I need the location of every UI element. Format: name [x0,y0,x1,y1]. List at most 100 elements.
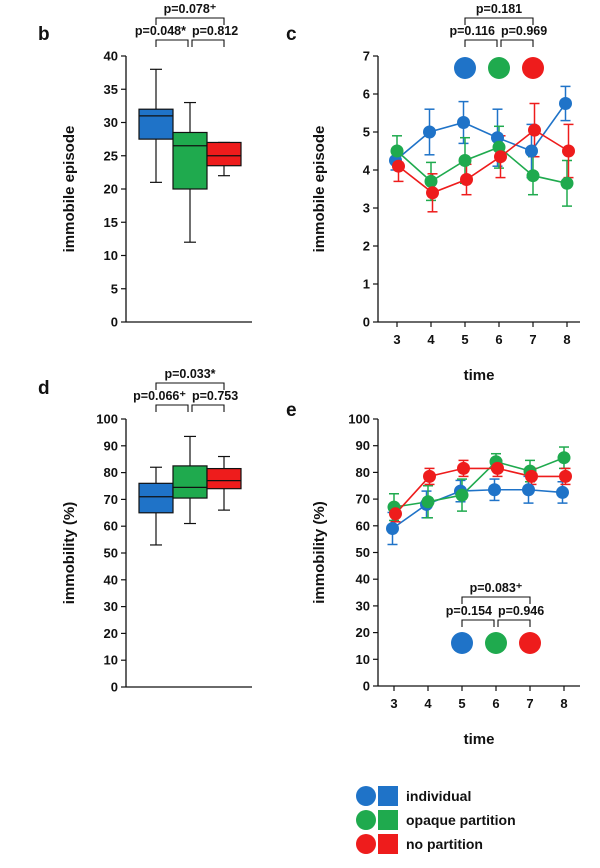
e-y-tick-label: 30 [356,598,370,613]
e-x-tick-label: 8 [560,696,567,711]
box-individual [138,108,174,140]
c-x-tick-label: 6 [495,332,502,347]
d-y-tick-label: 0 [111,680,118,695]
data-point-opaque [424,174,438,188]
c-bracket-right [500,39,534,47]
panel-d: d 0 10 20 30 40 50 60 70 80 90 100 immobility (%) p=0… [38,367,252,695]
data-point-nopartition [426,186,439,200]
data-point-opaque [557,451,571,465]
b-y-tick-label: 0 [111,315,118,330]
box-opaque [172,131,208,190]
d-y-tick-label: 70 [104,492,118,507]
c-y-tick-label: 4 [363,163,371,178]
b-y-tick-label: 30 [104,115,118,130]
d-y-tick-label: 20 [104,626,118,641]
c-pvalue-right: p=0.969 [501,24,547,38]
b-pvalue-left: p=0.048* [135,24,186,38]
c-y-axis-title: immobile episode [311,126,328,253]
legend-square-nopartition [378,834,398,854]
box-opaque [172,465,208,499]
legend-label-opaque: opaque partition [406,812,516,828]
panel-label-d: d [38,378,50,399]
d-y-tick-label: 30 [104,599,118,614]
e-pvalue-right: p=0.946 [498,604,544,618]
data-point-individual [423,125,436,139]
data-point-individual [522,483,535,497]
legend-square-opaque [378,810,398,830]
c-bracket-top [464,17,534,25]
e-bracket-top [461,596,531,604]
c-y-tick-label: 2 [363,239,370,254]
data-point-opaque [390,144,404,158]
b-y-tick-label: 20 [104,182,118,197]
b-y-tick-label: 15 [104,215,118,230]
e-pvalue-top: p=0.083⁺ [470,581,523,595]
data-point-opaque [421,495,435,509]
b-y-tick-label: 40 [104,49,118,64]
e-x-tick-label: 6 [492,696,499,711]
data-point-nopartition [491,461,504,475]
e-y-tick-label: 90 [356,438,370,453]
b-pvalue-right: p=0.812 [192,24,238,38]
data-point-individual [457,116,470,129]
d-bracket-left [155,404,189,412]
data-point-nopartition [392,159,405,173]
data-point-nopartition [494,150,507,164]
data-point-nopartition [389,507,402,521]
data-point-nopartition [559,469,572,483]
data-point-nopartition [457,461,470,475]
c-x-tick-label: 3 [393,332,400,347]
d-y-tick-label: 60 [104,519,118,534]
data-point-individual [525,144,538,158]
data-point-individual [559,97,572,110]
data-point-nopartition [423,469,436,483]
legend-circle-nopartition [356,834,376,854]
b-y-tick-label: 10 [104,248,118,263]
data-point-opaque [526,169,540,183]
d-y-tick-label: 90 [104,438,118,453]
c-bracket-left [464,39,498,47]
e-pvalue-left: p=0.154 [446,604,492,618]
data-point-individual [556,485,569,499]
c-y-tick-label: 6 [363,87,370,102]
c-x-tick-label: 4 [427,332,435,347]
e-x-tick-label: 3 [390,696,397,711]
d-y-axis-title: immobility (%) [61,502,78,605]
c-pvalue-top: p=0.181 [476,2,522,16]
legend: individual opaque partition no partition [356,786,516,854]
data-point-opaque [458,154,472,167]
c-x-tick-label: 7 [529,332,536,347]
d-bracket-right [191,404,225,412]
e-y-tick-label: 60 [356,518,370,533]
e-y-tick-label: 100 [348,412,370,427]
c-y-tick-label: 5 [363,125,370,140]
e-y-tick-label: 70 [356,492,370,507]
group-marker-individual [454,57,476,79]
group-marker-nopartition [522,57,544,79]
panel-e: e 0 10 20 30 40 50 60 70 80 90 100 immobility (%) 3 4 5… [286,400,580,748]
c-y-tick-label: 1 [363,277,370,292]
d-y-tick-label: 40 [104,572,118,587]
data-point-individual [488,483,501,497]
data-point-nopartition [528,123,541,137]
panel-label-b: b [38,24,50,45]
b-bracket-top [155,17,225,25]
e-x-axis-title: time [464,731,495,748]
data-point-opaque [455,488,469,502]
d-pvalue-left: p=0.066⁺ [133,389,186,403]
data-point-individual [386,521,399,535]
e-y-tick-label: 0 [363,679,370,694]
legend-square-individual [378,786,398,806]
e-y-axis-title: immobility (%) [311,501,328,604]
e-x-tick-label: 4 [424,696,432,711]
box-nopartition [206,141,242,167]
d-bracket-top [155,382,225,390]
data-point-nopartition [562,144,575,158]
group-marker-nopartition [519,632,541,654]
c-x-tick-label: 5 [461,332,468,347]
c-y-tick-label: 7 [363,49,370,64]
data-point-nopartition [525,469,538,483]
series-line-individual [392,488,563,530]
panel-label-e: e [286,400,297,421]
